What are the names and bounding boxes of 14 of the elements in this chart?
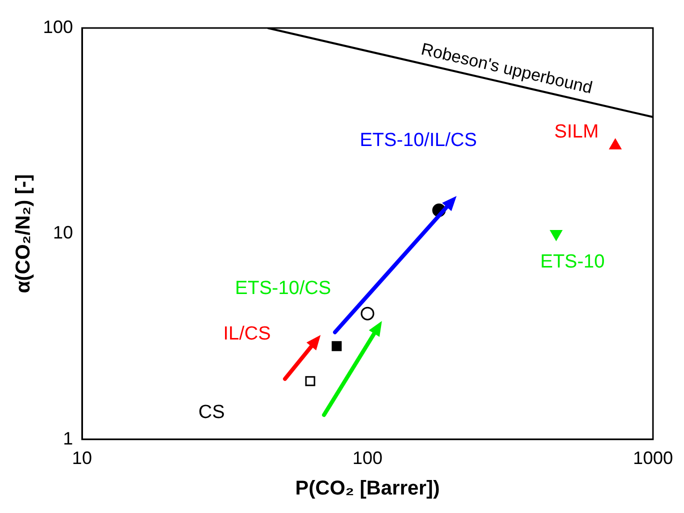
annotation: ETS-10 [540, 252, 605, 273]
x-tick-label: 100 [352, 448, 383, 468]
annotation: SILM [554, 122, 599, 143]
annotation: CS [198, 402, 225, 423]
y-tick-label: 10 [53, 222, 74, 243]
y-tick-label: 100 [42, 16, 74, 37]
annotation: ETS-10/CS [234, 278, 332, 300]
x-tick-label: 10 [72, 448, 92, 468]
annotation: IL/CS [223, 323, 271, 344]
x-tick-label: 1000 [632, 448, 673, 468]
y-axis-title: α(CO₂/N₂) [-] [12, 174, 35, 294]
annotation: ETS-10/IL/CS [360, 130, 477, 151]
y-tick-label: 1 [63, 428, 74, 448]
x-axis-title: P(CO₂ [Barrer]) [295, 478, 440, 500]
